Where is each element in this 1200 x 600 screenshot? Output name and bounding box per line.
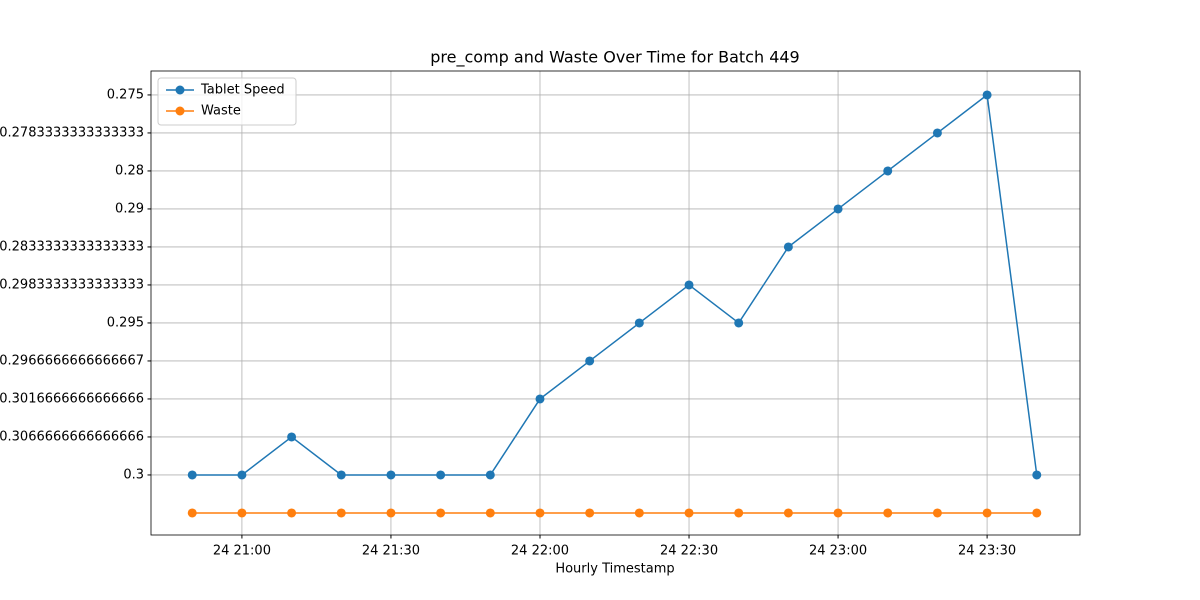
data-point — [436, 508, 446, 518]
data-point — [883, 508, 893, 518]
y-tick-label: 0.295 — [107, 315, 144, 330]
data-point — [684, 280, 694, 290]
data-point — [982, 508, 992, 518]
data-point — [883, 166, 893, 176]
data-point — [1032, 470, 1042, 480]
legend-marker — [175, 106, 185, 116]
x-tick-label: 24 23:30 — [958, 544, 1016, 559]
data-point — [932, 508, 942, 518]
data-point — [287, 432, 297, 442]
y-tick-label: 0.3016666666666666 — [0, 391, 144, 406]
data-point — [237, 508, 247, 518]
y-tick-label: 0.275 — [107, 87, 144, 102]
data-point — [237, 470, 247, 480]
x-tick-label: 24 21:00 — [213, 544, 271, 559]
y-tick-label: 0.3 — [123, 467, 144, 482]
data-point — [535, 508, 545, 518]
data-point — [932, 128, 942, 138]
y-tick-label: 0.28 — [115, 163, 144, 178]
y-tick-label: 0.29 — [115, 201, 144, 216]
x-axis-label: Hourly Timestamp — [555, 562, 674, 577]
legend-label: Waste — [201, 104, 241, 119]
data-point — [634, 508, 644, 518]
data-point — [336, 470, 346, 480]
x-tick-label: 24 23:00 — [809, 544, 867, 559]
data-point — [1032, 508, 1042, 518]
data-point — [187, 470, 197, 480]
data-point — [734, 318, 744, 328]
y-tick-label: 0.2783333333333333 — [0, 125, 144, 140]
data-point — [585, 356, 595, 366]
legend-label: Tablet Speed — [200, 83, 285, 98]
y-tick-label: 0.3066666666666666 — [0, 429, 144, 444]
data-point — [833, 508, 843, 518]
legend-marker — [175, 85, 185, 95]
data-point — [833, 204, 843, 214]
data-point — [287, 508, 297, 518]
y-tick-label: 0.2983333333333333 — [0, 277, 144, 292]
y-tick-label: 0.2966666666666667 — [0, 353, 144, 368]
data-point — [783, 242, 793, 252]
data-point — [535, 394, 545, 404]
data-point — [634, 318, 644, 328]
x-tick-label: 24 22:30 — [660, 544, 718, 559]
data-point — [585, 508, 595, 518]
data-point — [187, 508, 197, 518]
y-tick-label: 0.2833333333333333 — [0, 239, 144, 254]
data-point — [336, 508, 346, 518]
data-point — [436, 470, 446, 480]
data-point — [386, 508, 396, 518]
data-point — [684, 508, 694, 518]
data-point — [485, 508, 495, 518]
data-point — [982, 90, 992, 100]
data-point — [734, 508, 744, 518]
data-point — [783, 508, 793, 518]
x-tick-label: 24 21:30 — [362, 544, 420, 559]
x-tick-label: 24 22:00 — [511, 544, 569, 559]
series-line — [192, 93, 1038, 476]
chart-title: pre_comp and Waste Over Time for Batch 4… — [430, 48, 799, 68]
plot-frame — [150, 70, 1081, 536]
data-point — [386, 470, 396, 480]
data-point — [485, 470, 495, 480]
